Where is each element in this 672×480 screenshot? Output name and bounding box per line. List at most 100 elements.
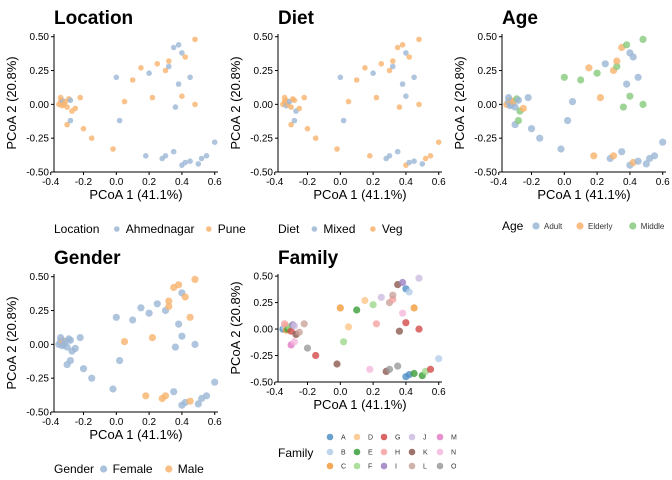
legend-key	[165, 465, 173, 473]
legend-key	[353, 448, 361, 456]
x-tick-label: 0.2	[366, 177, 380, 188]
y-tick-label: -0.50	[26, 408, 49, 419]
legend-label: C	[341, 464, 346, 471]
data-point	[410, 369, 418, 378]
y-tick-label: 0.00	[478, 100, 498, 111]
data-point	[416, 36, 422, 43]
data-point	[142, 392, 150, 400]
data-point	[626, 92, 634, 100]
data-point	[172, 104, 179, 110]
data-point	[411, 158, 417, 164]
legend-label: O	[451, 464, 457, 471]
data-point	[629, 53, 637, 61]
data-point	[634, 157, 642, 165]
legend-key	[408, 462, 416, 470]
y-tick-label: 0.50	[478, 32, 498, 43]
legend-key	[206, 226, 212, 232]
data-point	[386, 153, 393, 159]
data-point	[609, 152, 618, 160]
legend-label: I	[395, 464, 397, 471]
data-point	[296, 105, 303, 112]
data-point	[153, 300, 161, 308]
data-point	[399, 81, 406, 87]
data-point	[63, 343, 71, 351]
data-point	[186, 313, 194, 321]
chart-title: Gender	[54, 248, 121, 269]
data-point	[402, 319, 410, 327]
x-tick-label: -0.2	[75, 177, 93, 188]
y-tick-label: 0.00	[30, 340, 50, 351]
data-point	[403, 93, 409, 99]
data-point	[519, 104, 527, 112]
data-point	[585, 64, 593, 72]
legend-label: Mixed	[323, 222, 355, 236]
data-point	[170, 388, 178, 396]
x-axis-label: PCoA 1 (41.1%)	[89, 427, 182, 442]
y-tick-label: -0.50	[250, 168, 273, 179]
data-point	[642, 160, 650, 168]
data-point	[650, 152, 659, 160]
data-point	[175, 81, 182, 87]
legend-label: Female	[113, 462, 153, 476]
legend-title: Diet	[278, 222, 300, 236]
data-point	[345, 98, 352, 105]
x-tick-label: -0.2	[299, 177, 317, 188]
data-point	[353, 306, 361, 314]
data-point	[659, 138, 667, 146]
data-point	[389, 291, 397, 299]
data-point	[416, 101, 422, 108]
data-point	[110, 146, 116, 152]
legend-key	[353, 462, 361, 470]
data-point	[88, 135, 95, 141]
x-tick-label: -0.4	[266, 387, 284, 398]
data-point	[593, 69, 601, 77]
data-point	[514, 96, 523, 104]
data-point	[386, 67, 393, 74]
data-point	[281, 94, 288, 101]
data-point	[403, 50, 409, 56]
legend-label: D	[368, 435, 373, 442]
data-point	[505, 94, 513, 102]
data-point	[281, 320, 289, 328]
x-tick-label: 0.4	[175, 177, 189, 188]
data-point	[57, 94, 64, 101]
data-point	[406, 54, 413, 60]
legend-key	[326, 462, 334, 470]
y-tick-label: -0.50	[474, 168, 497, 179]
x-tick-label: 0.0	[109, 417, 123, 428]
legend-title: Location	[54, 222, 99, 236]
data-point	[427, 153, 434, 159]
legend-label: L	[423, 464, 427, 471]
data-point	[312, 135, 319, 141]
legend-key	[311, 226, 318, 232]
y-tick-label: 0.00	[30, 100, 50, 111]
data-point	[435, 139, 442, 145]
data-point	[211, 139, 218, 145]
data-point	[590, 152, 598, 160]
data-point	[312, 351, 320, 360]
y-axis-label: PCoA 2 (20.8%)	[228, 56, 243, 149]
legend-label: Pune	[218, 222, 246, 236]
legend-label: A	[341, 435, 346, 442]
chart-title: Age	[502, 8, 538, 29]
data-point	[295, 328, 303, 336]
data-point	[171, 343, 179, 351]
data-point	[165, 297, 173, 305]
data-point	[426, 365, 435, 373]
data-point	[80, 125, 87, 132]
data-point	[560, 73, 568, 81]
x-tick-label: -0.2	[75, 417, 93, 428]
data-point	[76, 334, 84, 342]
data-point	[179, 93, 185, 99]
data-point	[340, 117, 347, 124]
y-tick-label: -0.25	[26, 374, 49, 385]
x-tick-label: -0.4	[42, 177, 60, 188]
panel-age: Age -0.4 -0.2 0.0 0.2 0.4 0.6 -0.50 -0.25 0.00 0.2…	[452, 8, 670, 233]
data-point	[166, 58, 172, 64]
y-tick-label: -0.25	[26, 134, 49, 145]
data-point	[527, 125, 536, 133]
data-point	[175, 320, 183, 328]
legend-key	[576, 222, 584, 230]
data-point	[377, 293, 385, 301]
